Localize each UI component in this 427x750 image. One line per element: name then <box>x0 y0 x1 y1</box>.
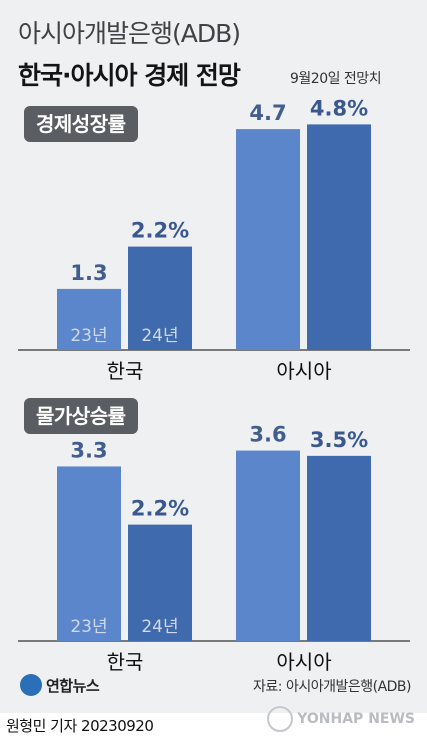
category-label: 아시아 <box>276 359 331 383</box>
bar-아시아-24년 <box>307 455 371 641</box>
category-label: 한국 <box>107 359 144 383</box>
page-title: 한국·아시아 경제 전망 <box>18 61 241 90</box>
header-organization: 아시아개발은행(ADB) <box>18 19 241 48</box>
yonhap-logo-text: 연합뉴스 <box>46 676 100 695</box>
source-note: 자료: 아시아개발은행(ADB) <box>253 679 411 695</box>
bar-한국-23년 <box>57 288 121 350</box>
bar-아시아-24년 <box>307 124 371 351</box>
yonhap-logo: 연합뉴스 <box>20 674 100 696</box>
watermark: YONHAP NEWS <box>267 706 415 732</box>
category-label: 한국 <box>107 650 144 674</box>
section-label-growth: 경제성장률 <box>24 106 138 142</box>
series-label: 24년 <box>141 617 178 637</box>
bar-한국-24년 <box>128 246 192 350</box>
series-label: 23년 <box>70 326 107 346</box>
watermark-icon <box>267 706 294 732</box>
section-label-inflation: 물가상승률 <box>24 398 138 434</box>
data-label: 3.5% <box>310 428 368 452</box>
series-label: 24년 <box>141 326 178 346</box>
reporter-credit: 원형민 기자 20230920 <box>6 717 154 735</box>
category-label: 아시아 <box>276 650 331 674</box>
data-label: 4.8% <box>310 96 368 120</box>
bar-아시아-23년 <box>236 450 300 641</box>
bar-한국-23년 <box>57 466 121 641</box>
data-label: 1.3 <box>70 261 107 285</box>
watermark-text: YONHAP NEWS <box>297 711 415 727</box>
data-label: 3.6 <box>249 423 286 447</box>
forecast-date: 9월20일 전망치 <box>290 71 382 87</box>
data-label: 2.2% <box>131 497 189 521</box>
data-label: 4.7 <box>249 101 286 125</box>
series-label: 23년 <box>70 617 107 637</box>
yonhap-logo-icon <box>20 674 42 696</box>
data-label: 3.3 <box>70 438 107 462</box>
infographic-card: 아시아개발은행(ADB) 한국·아시아 경제 전망 9월20일 전망치 경제성장… <box>0 0 427 713</box>
data-label: 2.2% <box>131 219 189 243</box>
bar-아시아-23년 <box>236 129 300 350</box>
bar-한국-24년 <box>128 524 192 641</box>
